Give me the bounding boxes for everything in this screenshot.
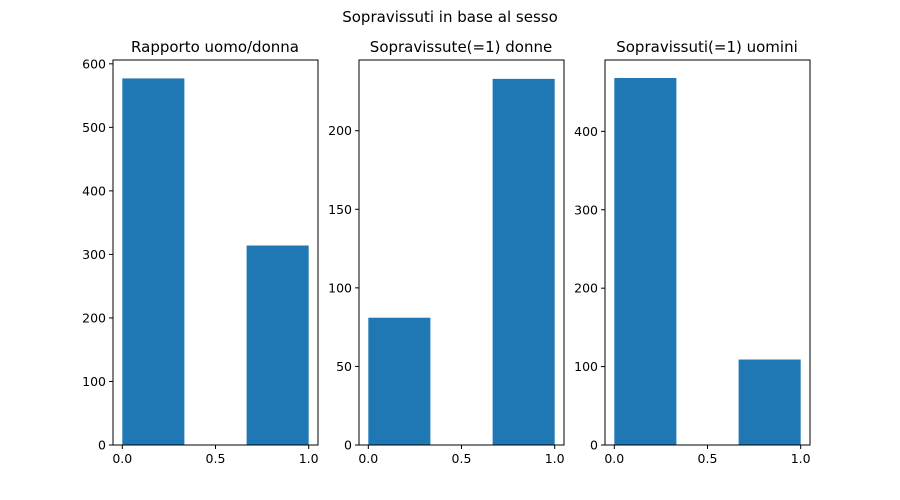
x-tick-label: 0.5 — [206, 451, 226, 466]
y-tick-label: 200 — [82, 310, 106, 325]
x-tick-label: 1.0 — [299, 451, 319, 466]
x-tick-label: 0.0 — [604, 451, 624, 466]
y-tick-label: 50 — [336, 359, 352, 374]
panel-title: Sopravissuti(=1) uomini — [616, 38, 798, 56]
y-tick-label: 300 — [82, 247, 106, 262]
x-tick-label: 1.0 — [545, 451, 565, 466]
panel-gender-ratio: Rapporto uomo/donna 0.0 0.5 1.0 0 100 200 300 4… — [82, 38, 319, 466]
y-tick-label: 0 — [344, 438, 352, 453]
y-tick-label: 100 — [574, 359, 598, 374]
x-tick-label: 1.0 — [791, 451, 811, 466]
y-tick-label: 400 — [82, 183, 106, 198]
y-tick-label: 100 — [82, 374, 106, 389]
x-tick-label: 0.0 — [112, 451, 132, 466]
y-tick-label: 400 — [574, 124, 598, 139]
x-tick-label: 0.0 — [358, 451, 378, 466]
y-tick-label: 500 — [82, 120, 106, 135]
x-tick-label: 0.5 — [452, 451, 472, 466]
histogram-bar — [738, 359, 801, 445]
panel-men-survived: Sopravissuti(=1) uomini 0.0 0.5 1.0 0 100 200… — [574, 38, 811, 466]
panel-title: Sopravissute(=1) donne — [370, 38, 552, 56]
histogram-bar — [122, 78, 185, 445]
y-tick-label: 200 — [328, 123, 352, 138]
panel-women-survived: Sopravissute(=1) donne 0.0 0.5 1.0 0 50 100 15… — [328, 38, 565, 466]
histogram-bar — [368, 317, 431, 445]
histogram-bar — [614, 78, 677, 446]
y-tick-label: 0 — [590, 438, 598, 453]
histogram-bar — [492, 78, 555, 445]
panel-title: Rapporto uomo/donna — [131, 38, 299, 56]
y-tick-label: 150 — [328, 202, 352, 217]
y-tick-label: 100 — [328, 280, 352, 295]
histogram-bar — [246, 245, 309, 445]
y-tick-label: 200 — [574, 281, 598, 296]
y-tick-label: 600 — [82, 56, 106, 71]
x-tick-label: 0.5 — [698, 451, 718, 466]
figure-suptitle: Sopravissuti in base al sesso — [342, 8, 558, 26]
y-tick-label: 300 — [574, 202, 598, 217]
y-tick-label: 0 — [98, 438, 106, 453]
